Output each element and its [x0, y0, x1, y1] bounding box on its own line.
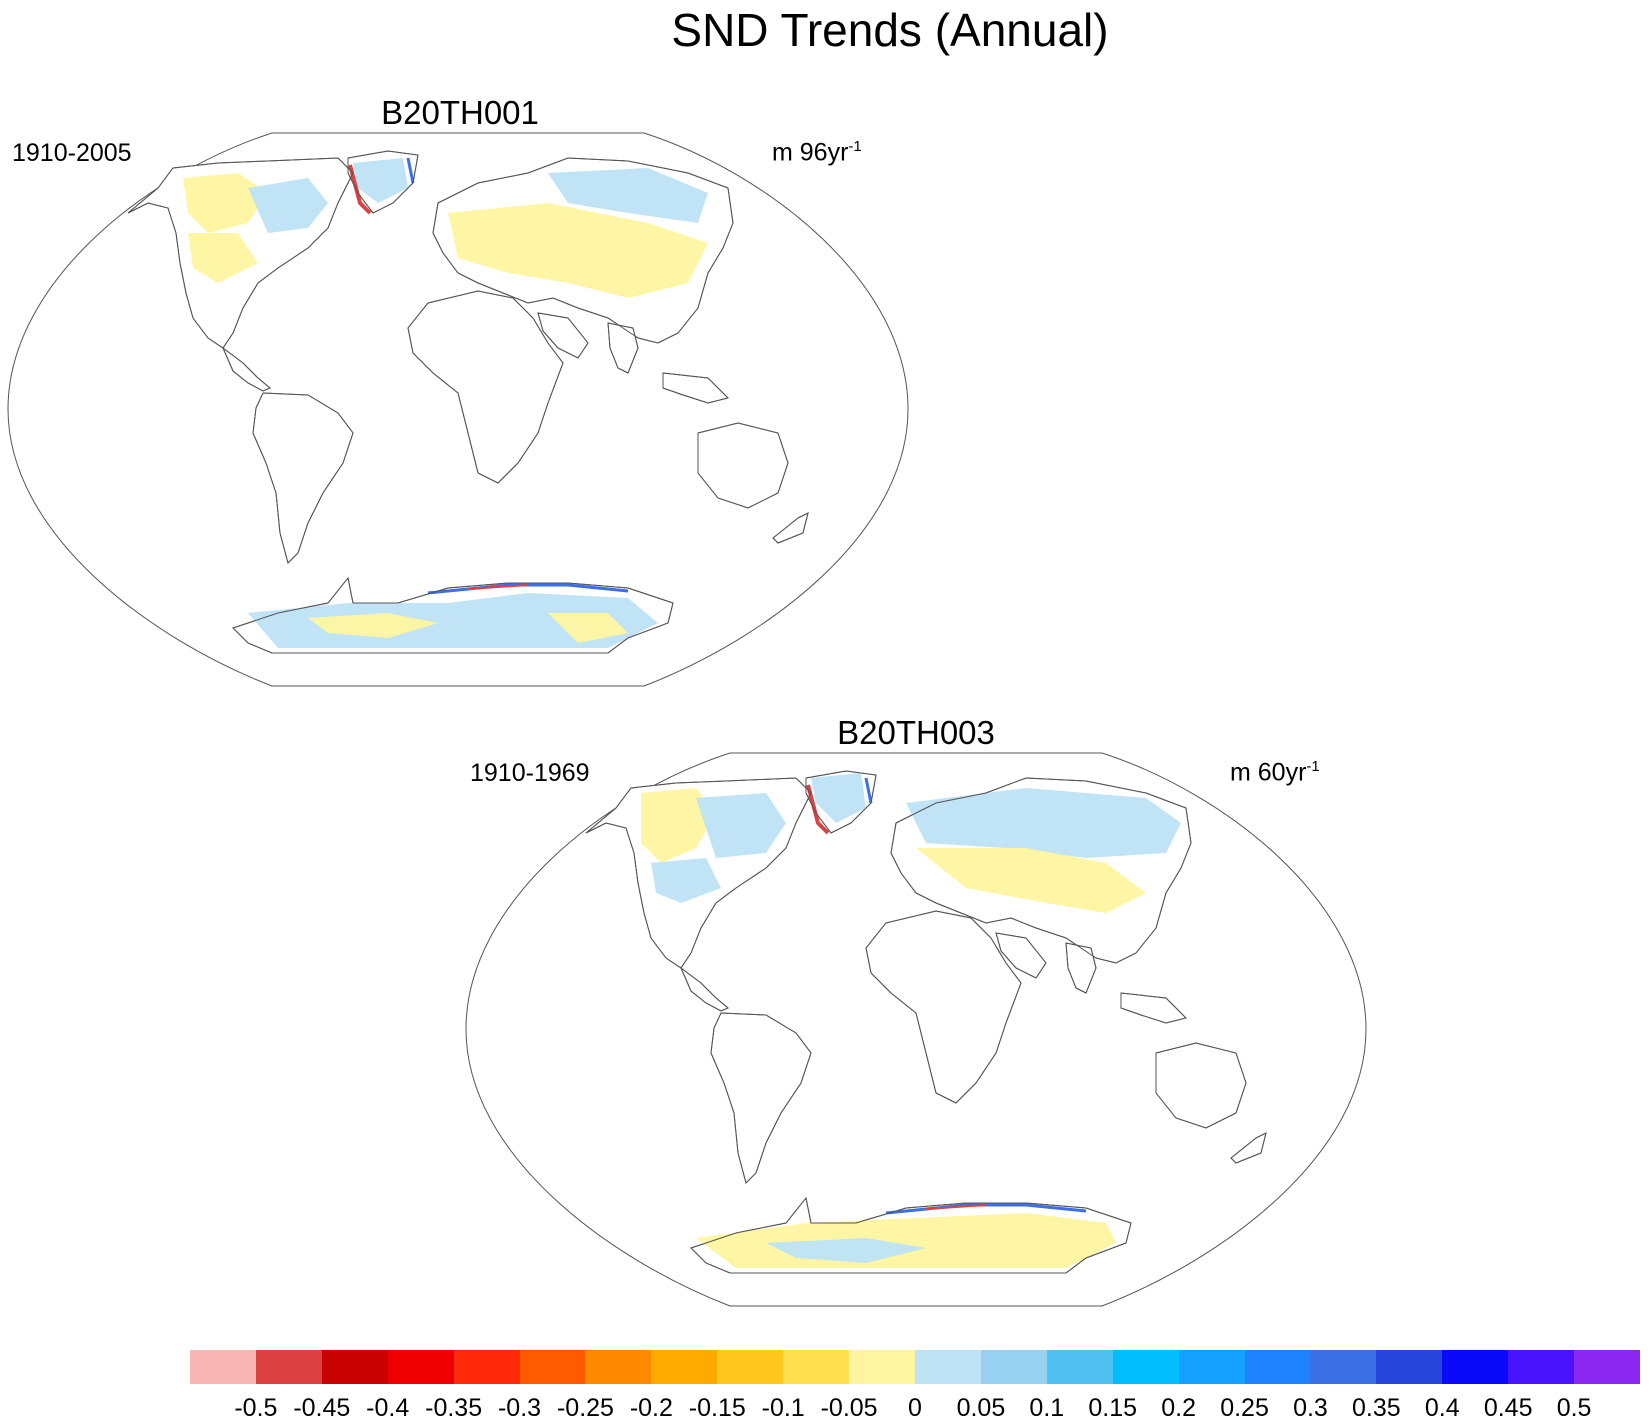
greenland-coastline — [347, 150, 419, 214]
panel-title-1: B20TH001 — [381, 94, 539, 131]
snow-trend-patch — [188, 233, 258, 283]
southeast-asia-coastline — [662, 372, 729, 404]
eurasia-coastline — [432, 157, 734, 344]
colorbar-tick-label: -0.5 — [234, 1394, 278, 1422]
colorbar-tick-label: 0.1 — [1029, 1394, 1065, 1422]
india-coastline — [607, 322, 639, 374]
antarctic-negative-edge — [467, 584, 529, 590]
india-coastline — [1065, 942, 1097, 994]
colorbar-swatch — [190, 1350, 256, 1384]
strong-positive-edge — [864, 777, 873, 804]
colorbar-swatches — [190, 1350, 1640, 1384]
colorbar-tick-label: -0.45 — [293, 1394, 351, 1422]
world-map-2 — [465, 752, 1367, 1307]
colorbar-swatch — [849, 1350, 915, 1384]
south-america-coastline — [252, 392, 354, 564]
snow-trend-patch — [916, 848, 1146, 913]
colorbar-swatch — [1574, 1350, 1640, 1384]
units-label-1: m 96yr-1 — [772, 138, 862, 167]
colorbar-tick-label: 0.5 — [1556, 1394, 1592, 1422]
colorbar-tick-label: 0.25 — [1220, 1394, 1269, 1422]
colorbar-tick-label: 0.05 — [956, 1394, 1006, 1422]
new-zealand-coastline — [772, 512, 809, 544]
colorbar-swatch — [453, 1350, 520, 1384]
snow-trend-patch — [308, 613, 438, 638]
colorbar-tick-label: -0.25 — [556, 1394, 614, 1422]
colorbar-swatch — [1508, 1350, 1575, 1384]
colorbar-tick-label: 0.2 — [1161, 1394, 1197, 1422]
eurasia-coastline — [890, 777, 1192, 964]
colorbar-swatch — [1244, 1350, 1311, 1384]
snow-trend-patch — [353, 158, 408, 203]
colorbar-tick-label: -0.1 — [761, 1394, 805, 1422]
period-label-2: 1910-1969 — [470, 759, 590, 787]
colorbar-swatch — [1178, 1350, 1245, 1384]
australia-coastline — [697, 422, 789, 509]
colorbar-tick-label: 0.3 — [1293, 1394, 1328, 1422]
colorbar-swatch — [651, 1350, 718, 1384]
colorbar-tick-label: -0.05 — [820, 1394, 878, 1422]
southeast-asia-coastline — [1120, 992, 1187, 1024]
snow-trend-patch — [766, 1238, 926, 1263]
antarctica-coastline — [690, 1196, 1132, 1274]
colorbar-swatch — [914, 1350, 981, 1384]
colorbar-tick-label: -0.4 — [366, 1394, 410, 1422]
colorbar-swatch — [1046, 1350, 1113, 1384]
greenland-coastline — [805, 770, 877, 834]
colorbar-swatch — [1310, 1350, 1377, 1384]
colorbar-swatch — [321, 1350, 388, 1384]
colorbar-tick-label: 0.35 — [1352, 1394, 1401, 1422]
snow-trend-patch — [183, 173, 268, 233]
colorbar-swatch — [519, 1350, 586, 1384]
snow-trend-patch — [811, 773, 866, 823]
snow-trend-patch — [248, 178, 328, 233]
colorbar-tick-label: -0.3 — [497, 1394, 542, 1422]
colorbar-swatch — [585, 1350, 652, 1384]
world-map-1 — [7, 132, 909, 687]
colorbar-swatch — [255, 1350, 322, 1384]
arabia-coastline — [995, 932, 1047, 979]
strong-negative-edge — [806, 784, 830, 835]
africa-coastline — [407, 290, 564, 484]
africa-coastline — [865, 910, 1022, 1104]
colorbar-tick-label: 0.15 — [1088, 1394, 1138, 1422]
period-label-1: 1910-2005 — [12, 139, 132, 167]
colorbar-swatch — [387, 1350, 454, 1384]
units-label-2: m 60yr-1 — [1230, 758, 1320, 787]
arabia-coastline — [537, 312, 589, 359]
colorbar-tick-label: -0.2 — [629, 1394, 673, 1422]
central-america-coastline — [679, 966, 729, 1012]
antarctica-coastline — [232, 576, 674, 654]
australia-coastline — [1155, 1042, 1247, 1129]
strong-negative-edge — [348, 164, 372, 215]
central-america-coastline — [221, 346, 271, 392]
snow-trend-patch — [641, 788, 716, 863]
colorbar-swatch — [1442, 1350, 1509, 1384]
snow-trend-patch — [448, 203, 708, 298]
new-zealand-coastline — [1230, 1132, 1267, 1164]
panel-title-2: B20TH003 — [837, 714, 995, 751]
antarctic-negative-edge — [925, 1204, 987, 1210]
colorbar-tick-label: 0 — [908, 1394, 922, 1422]
colorbar-tick-label: 0.45 — [1483, 1394, 1533, 1422]
colorbar-swatch — [717, 1350, 784, 1384]
colorbar-tick-label: -0.35 — [425, 1394, 483, 1422]
snow-trend-patch — [548, 613, 628, 643]
snow-trend-patch — [651, 858, 721, 903]
south-america-coastline — [710, 1012, 812, 1184]
colorbar-tick-label: -0.15 — [688, 1394, 746, 1422]
colorbar-tick-label: 0.4 — [1424, 1394, 1460, 1422]
strong-positive-edge — [406, 157, 415, 184]
snow-trend-patch — [696, 793, 786, 858]
colorbar-swatch — [980, 1350, 1047, 1384]
snow-trend-patch — [548, 168, 708, 223]
colorbar-swatch — [1376, 1350, 1443, 1384]
snow-trend-patch — [906, 788, 1181, 858]
colorbar-swatch — [783, 1350, 850, 1384]
colorbar: -0.5 -0.45 -0.4 -0.35 -0.3 -0.25 -0.2 -0.15 -0.1… — [190, 1350, 1640, 1422]
figure-title: SND Trends (Annual) — [671, 4, 1109, 56]
colorbar-swatch — [1112, 1350, 1179, 1384]
